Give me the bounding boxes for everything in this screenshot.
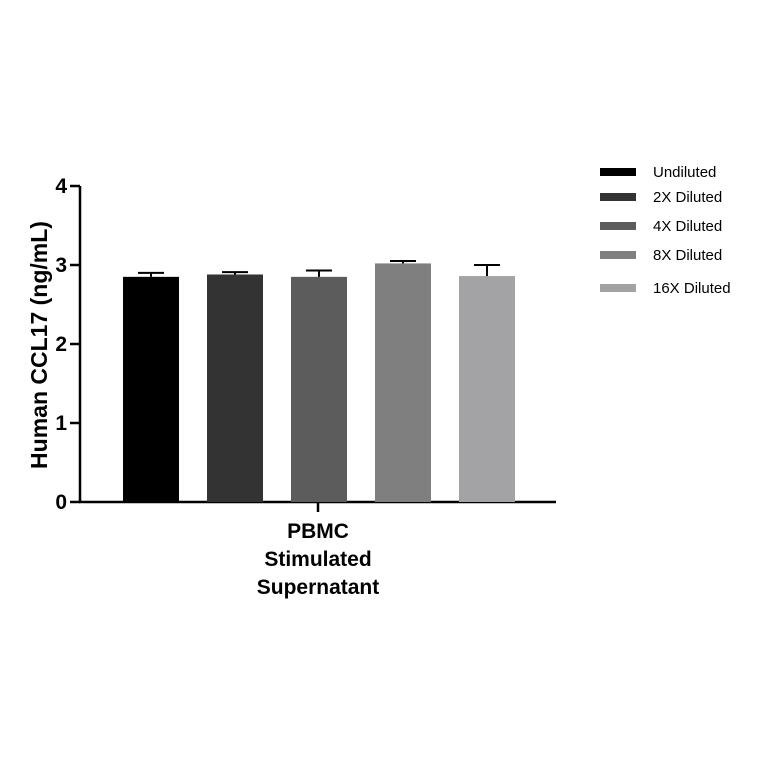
legend-swatch-0 bbox=[600, 168, 636, 176]
legend-label-3: 8X Diluted bbox=[653, 247, 722, 264]
legend-label-0: Undiluted bbox=[653, 164, 716, 181]
bar-2 bbox=[291, 276, 347, 502]
y-tick-label-3: 3 bbox=[55, 254, 67, 277]
legend: Undiluted 2X Diluted 4X Diluted 8X Diluted 1… bbox=[600, 164, 731, 297]
y-tick-label-0: 0 bbox=[55, 491, 67, 514]
legend-swatch-1 bbox=[600, 193, 636, 201]
legend-swatch-4 bbox=[600, 284, 636, 292]
x-category-line-0: PBMC bbox=[287, 520, 349, 543]
bars bbox=[123, 260, 515, 502]
x-category-line-1: Stimulated bbox=[264, 548, 371, 571]
x-category-line-2: Supernatant bbox=[257, 576, 380, 599]
legend-label-2: 4X Diluted bbox=[653, 218, 722, 235]
y-ticks: 0 1 2 3 4 bbox=[55, 175, 80, 514]
legend-swatch-2 bbox=[600, 222, 636, 230]
y-tick-label-1: 1 bbox=[55, 412, 67, 435]
bar-1 bbox=[207, 274, 263, 502]
y-tick-label-4: 4 bbox=[55, 175, 67, 198]
bar-3 bbox=[375, 263, 431, 502]
legend-swatch-3 bbox=[600, 251, 636, 259]
bar-0 bbox=[123, 276, 179, 502]
x-category-label: PBMC Stimulated Supernatant bbox=[257, 520, 380, 599]
legend-label-4: 16X Diluted bbox=[653, 280, 731, 297]
y-tick-label-2: 2 bbox=[55, 333, 67, 356]
bar-4 bbox=[459, 276, 515, 502]
y-axis-label: Human CCL17 (ng/mL) bbox=[26, 221, 52, 469]
x-axis bbox=[79, 500, 556, 512]
legend-label-1: 2X Diluted bbox=[653, 189, 722, 206]
